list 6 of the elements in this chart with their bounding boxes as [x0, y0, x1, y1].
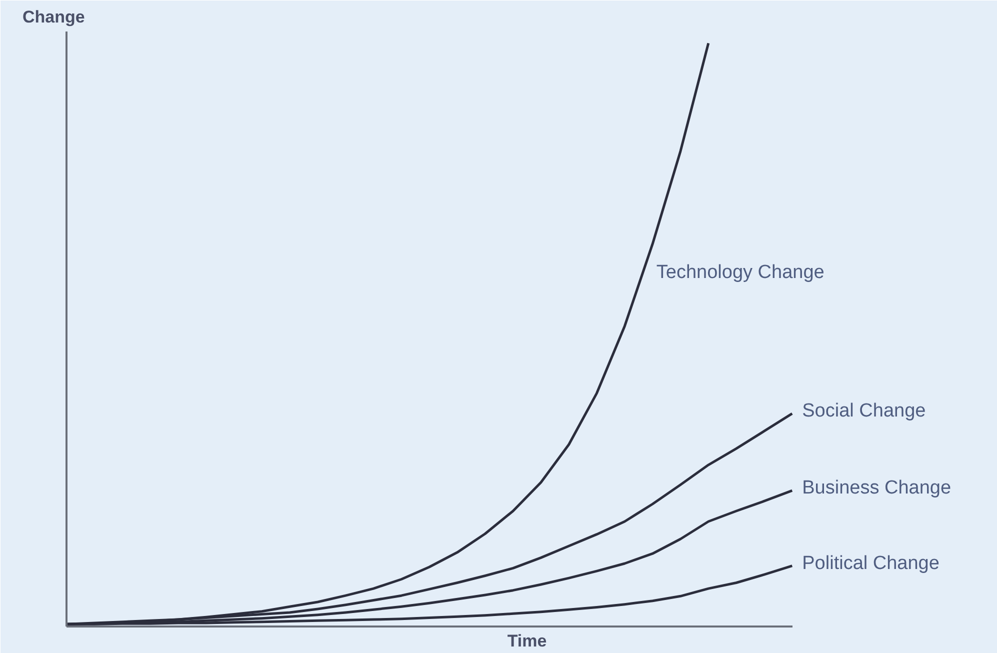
series-label: Business Change	[802, 478, 952, 499]
series-label: Social Change	[802, 400, 926, 422]
x-axis-title: Time	[507, 632, 547, 650]
series-label: Technology Change	[656, 262, 824, 284]
series-label: Political Change	[802, 552, 940, 574]
y-axis-title: Change	[22, 8, 85, 26]
